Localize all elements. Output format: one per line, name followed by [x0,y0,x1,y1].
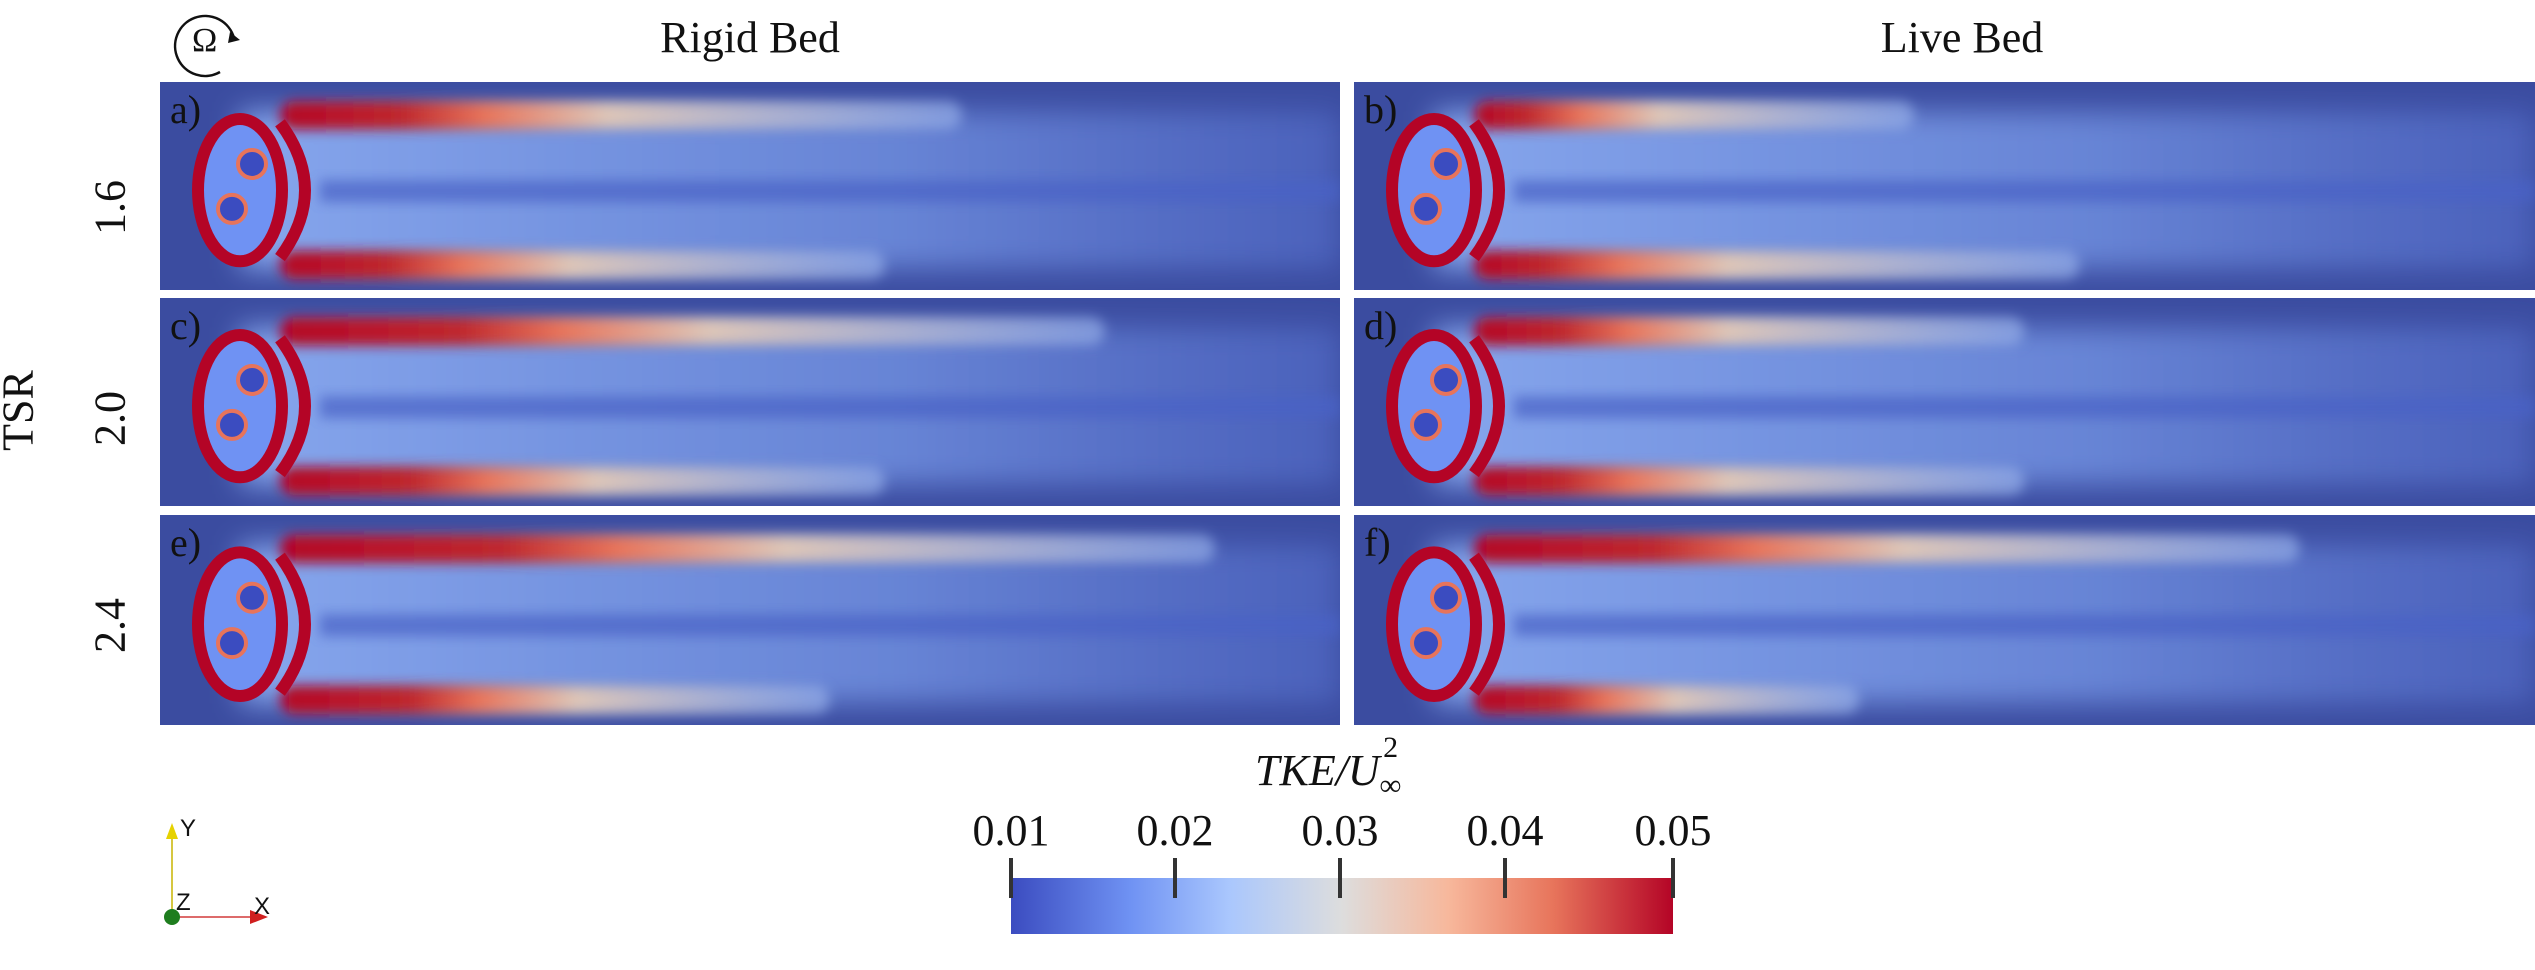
colorbar [1011,878,1673,934]
colorbar-tick [1338,858,1342,898]
colorbar-title-superscript: 2 [1383,731,1399,764]
colorbar-tick [1671,858,1675,898]
panel-label: a) [170,87,202,132]
tke-contour-field [1386,534,2535,714]
row-label-tsr-1-6: 1.6 [85,180,135,235]
panel-e: e) [160,515,1340,725]
colorbar-tick-label: 0.05 [1634,806,1712,855]
row-label-tsr-2-4: 2.4 [85,598,135,653]
colorbar-tick [1503,858,1507,898]
column-title-live-bed: Live Bed [1880,13,2044,62]
colorbar-tick-label: 0.03 [1301,806,1379,855]
tke-contour-field [192,534,1340,714]
row-label-tsr-2-0: 2.0 [85,391,135,446]
panel-d: d) [1354,298,2535,506]
panel-label: b) [1364,87,1398,132]
axis-x-label: X [254,893,271,920]
panel-label: c) [170,303,202,348]
panel-label: f) [1364,520,1391,565]
panel-b: b) [1354,82,2535,290]
rotation-symbol: Ω [192,22,218,59]
colorbar-title: TKE/U∞ 2 [1255,731,1416,803]
column-title-rigid-bed: Rigid Bed [660,13,840,62]
colorbar-title-main: TKE/U [1255,746,1380,795]
colorbar-tick-label: 0.02 [1136,806,1214,855]
rotation-indicator-icon: Ω [168,10,248,80]
panel-label: d) [1364,303,1398,348]
panel-f: f) [1354,515,2535,725]
colorbar-title-subscript: ∞ [1379,769,1402,802]
tke-contour-field [1386,317,2535,496]
axes-triad: Y Z X [150,815,280,935]
axis-y-label: Y [180,815,197,842]
tke-contour-field [192,101,1340,280]
colorbar-tick [1009,858,1013,898]
panel-label: e) [170,520,202,565]
panel-c: c) [160,298,1340,506]
panel-a: a) [160,82,1340,290]
axis-z-label: Z [176,889,191,916]
colorbar-tick-label: 0.04 [1466,806,1544,855]
colorbar-tick [1173,858,1177,898]
colorbar-tick-label: 0.01 [972,806,1050,855]
row-axis-label: TSR [0,370,43,451]
tke-contour-field [1386,101,2535,280]
tke-contour-field [192,317,1340,496]
axes-triad-icon [164,823,268,925]
